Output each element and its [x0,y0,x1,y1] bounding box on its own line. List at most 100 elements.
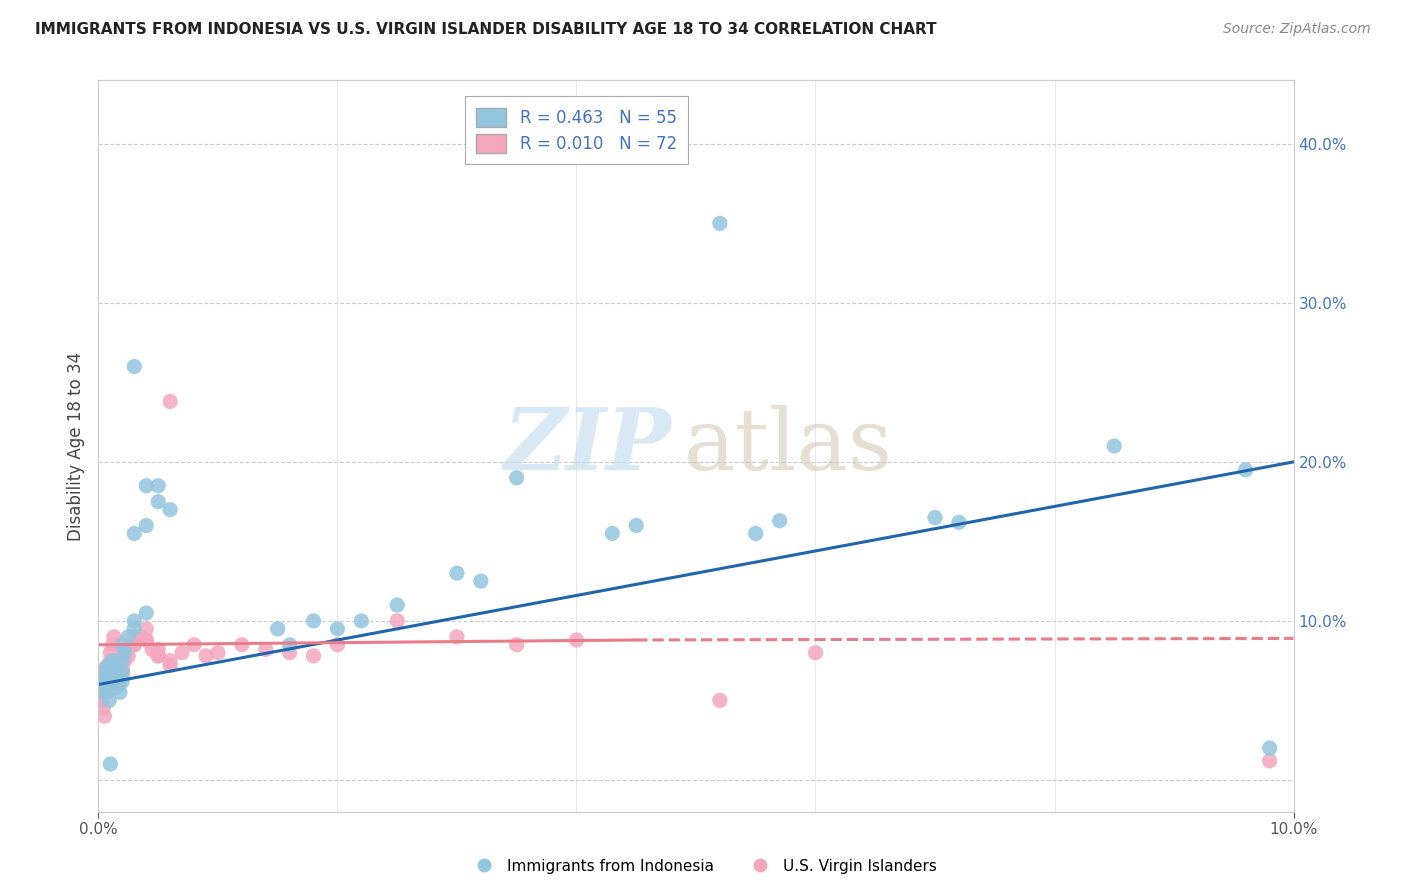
Point [98,669,121,683]
Point [114,654,136,668]
Point [89,685,111,699]
Point [98,674,121,689]
Point [114,642,136,657]
Point [709,216,731,230]
Point [159,654,181,668]
Point [385,598,409,612]
Point [626,518,648,533]
Point [105,669,128,683]
Point [96,685,118,699]
Point [924,510,946,524]
Point [129,630,152,644]
Point [278,646,301,660]
Point [124,638,146,652]
Point [114,646,136,660]
Point [1258,741,1281,756]
Point [602,526,624,541]
Point [98,658,122,673]
Point [105,669,128,683]
Point [98,654,122,668]
Point [111,654,134,668]
Point [91,693,114,707]
Point [97,658,120,673]
Point [107,674,129,689]
Point [159,502,181,516]
Point [124,614,146,628]
Point [302,614,325,628]
Point [148,642,170,657]
Point [745,526,768,541]
Point [804,646,827,660]
Point [172,646,194,660]
Point [108,662,131,676]
Point [159,658,181,673]
Point [1104,439,1126,453]
Point [350,614,373,628]
Point [506,638,529,652]
Point [101,665,124,679]
Point [108,685,131,699]
Point [104,681,127,695]
Point [111,665,134,679]
Point [98,677,122,691]
Point [103,669,125,683]
Point [94,673,117,687]
Point [90,674,112,689]
Point [98,665,122,679]
Point [148,494,170,508]
Point [948,516,970,530]
Point [231,638,253,652]
Point [111,669,134,683]
Point [135,632,157,647]
Point [470,574,492,589]
Point [105,665,128,679]
Point [135,622,157,636]
Point [98,669,122,683]
Point [148,648,170,663]
Point [107,677,129,691]
Point [195,648,218,663]
Point [94,685,117,699]
Point [91,669,114,683]
Point [1258,754,1281,768]
Point [101,654,124,668]
Point [159,394,181,409]
Point [91,681,114,695]
Point [90,677,112,691]
Point [506,471,529,485]
Point [207,646,229,660]
Point [111,646,134,660]
Point [709,693,731,707]
Point [94,677,117,691]
Point [111,654,134,668]
Point [124,622,146,636]
Point [91,681,114,695]
Point [254,642,277,657]
Point [107,673,129,687]
Point [98,646,122,660]
Point [135,479,157,493]
Point [98,757,122,772]
Point [326,638,349,652]
Point [117,630,139,644]
Point [117,648,139,663]
Point [96,674,118,689]
Point [98,662,122,676]
Point [97,665,120,679]
Point [124,526,146,541]
Point [101,638,124,652]
Point [98,693,121,707]
Y-axis label: Disability Age 18 to 34: Disability Age 18 to 34 [66,351,84,541]
Point [103,630,125,644]
Text: Source: ZipAtlas.com: Source: ZipAtlas.com [1223,22,1371,37]
Point [91,701,114,715]
Point [100,662,122,676]
Point [97,681,120,695]
Point [135,606,157,620]
Point [148,479,170,493]
Point [124,638,146,652]
Point [111,662,134,676]
Point [111,665,134,679]
Point [93,685,115,699]
Point [148,648,170,663]
